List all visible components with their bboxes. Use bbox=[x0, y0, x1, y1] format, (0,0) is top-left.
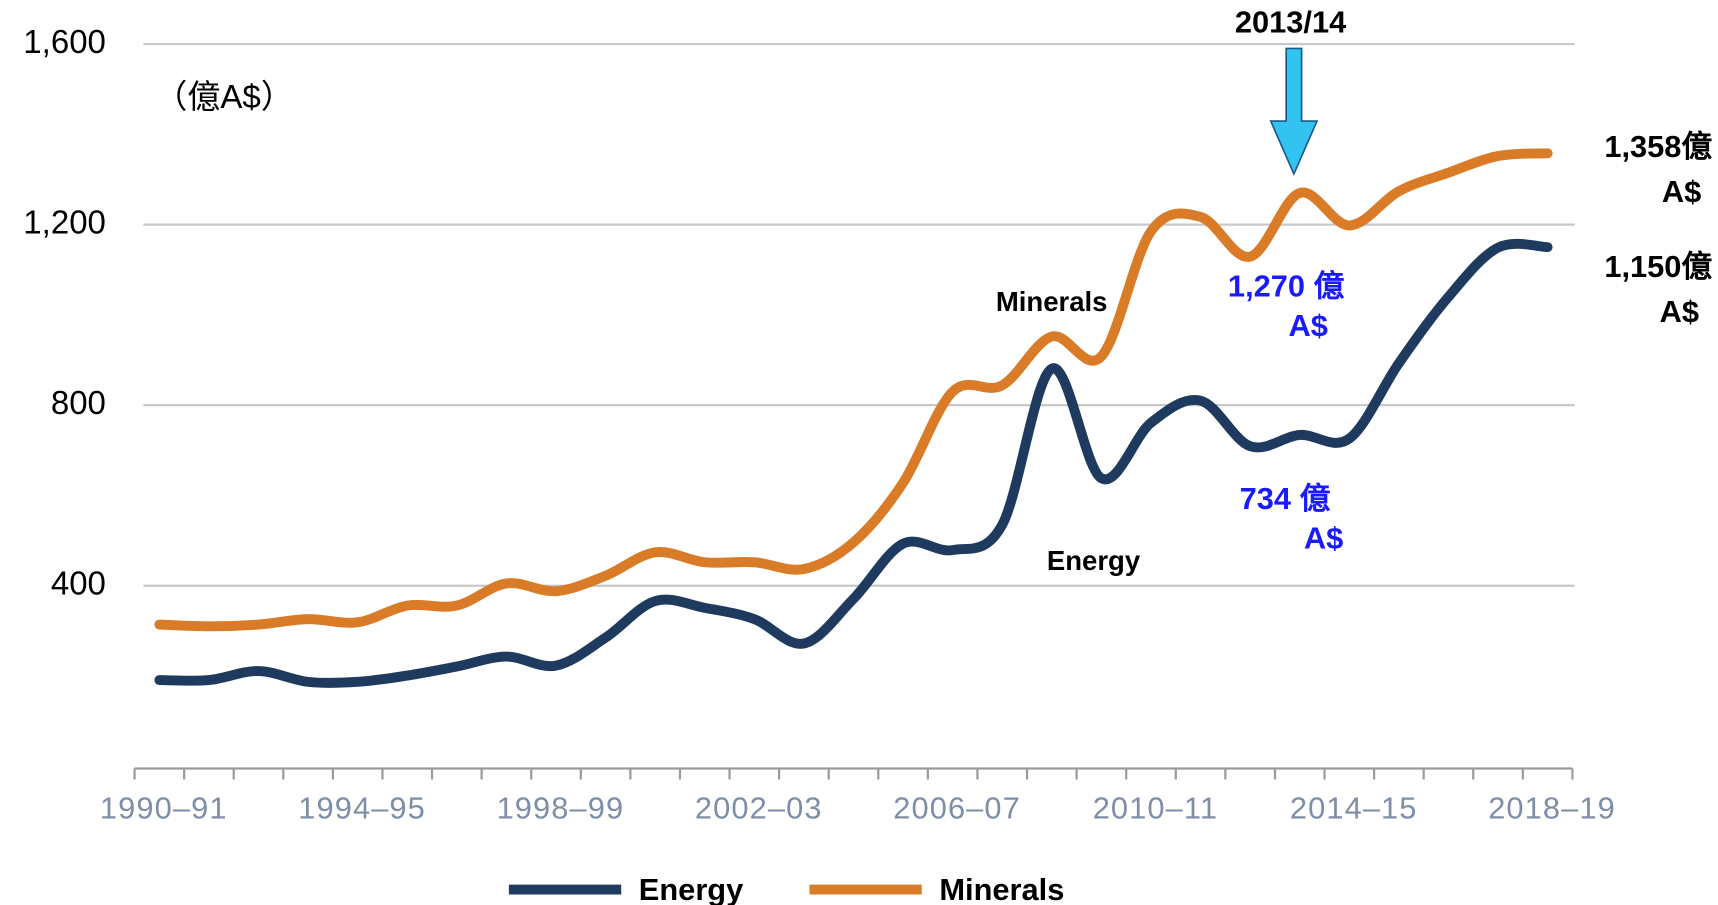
x-tick-label: 2014–15 bbox=[1290, 790, 1418, 825]
energy-label: Energy bbox=[1047, 545, 1141, 576]
x-tick-label: 1998–99 bbox=[497, 790, 625, 825]
year-arrow bbox=[1269, 47, 1319, 177]
unit-label: （億A$） bbox=[154, 78, 293, 115]
data-line bbox=[154, 238, 1553, 688]
y-tick-label: 1,600 bbox=[23, 23, 106, 60]
data-line bbox=[154, 148, 1553, 632]
energy-end-label: A$ bbox=[1660, 294, 1699, 329]
legend-label: Minerals bbox=[939, 872, 1064, 905]
x-tick-label: 2010–11 bbox=[1093, 790, 1218, 825]
legend-label: Energy bbox=[639, 872, 743, 905]
x-tick-label: 1990–91 bbox=[100, 790, 228, 825]
x-tick-label: 2018–19 bbox=[1488, 790, 1616, 825]
energy-2013-label: A$ bbox=[1304, 521, 1343, 556]
year-marker: 2013/14 bbox=[1235, 4, 1346, 39]
x-tick-label: 2006–07 bbox=[893, 790, 1021, 825]
y-tick-label: 400 bbox=[51, 564, 106, 601]
x-tick-label: 1994–95 bbox=[298, 790, 426, 825]
minerals-label: Minerals bbox=[996, 286, 1108, 317]
energy-2013-label: 734 億 bbox=[1240, 481, 1331, 516]
minerals-end-label: 1,358億 bbox=[1604, 129, 1712, 164]
minerals-end-label: A$ bbox=[1662, 174, 1701, 209]
y-tick-label: 800 bbox=[51, 384, 106, 421]
x-tick-label: 2002–03 bbox=[695, 790, 823, 825]
y-tick-label: 1,200 bbox=[23, 203, 106, 240]
minerals-2013-label: A$ bbox=[1289, 308, 1328, 343]
minerals-2013-label: 1,270 億 bbox=[1228, 269, 1345, 304]
energy-end-label: 1,150億 bbox=[1604, 249, 1712, 284]
